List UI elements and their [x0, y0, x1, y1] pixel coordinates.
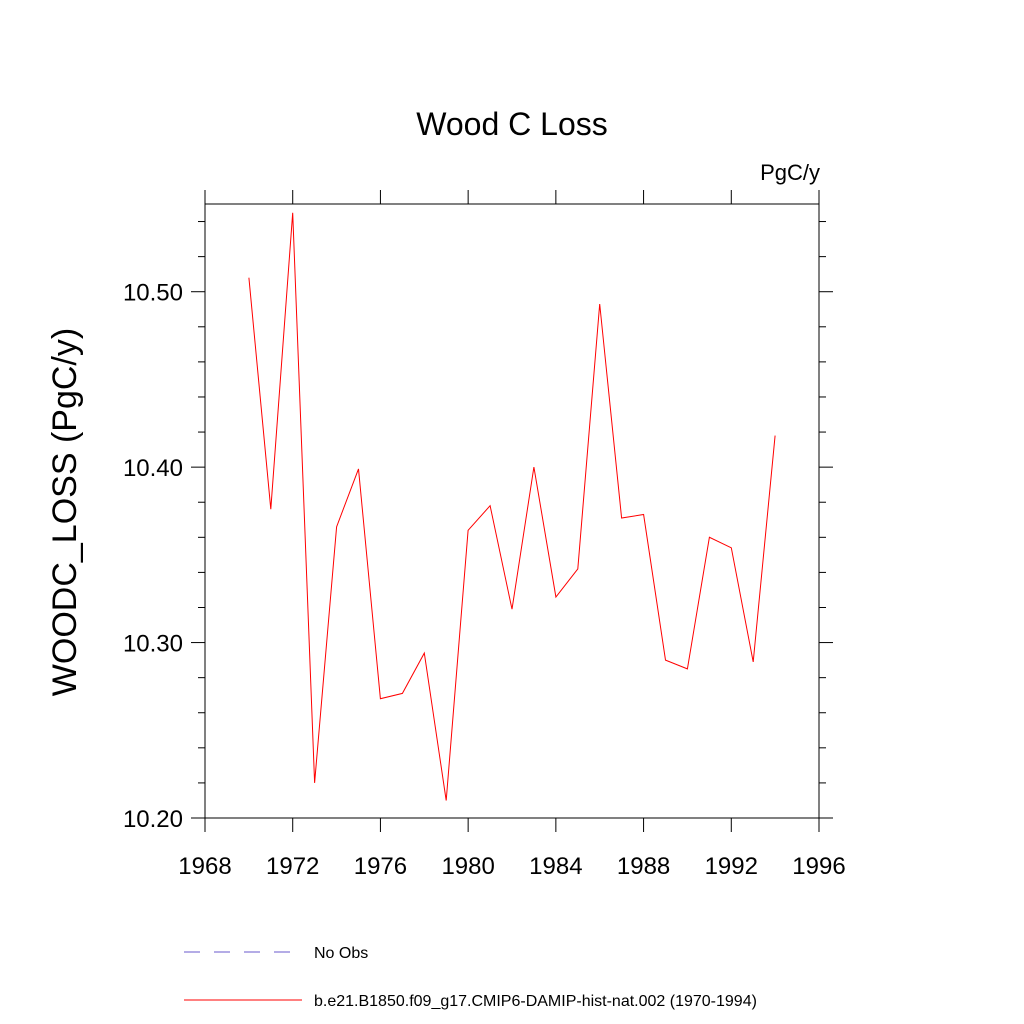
y-tick-label: 10.40: [123, 455, 183, 482]
x-tick-label: 1976: [354, 853, 407, 880]
units-label: PgC/y: [760, 160, 820, 185]
y-tick-label: 10.20: [123, 806, 183, 833]
x-tick-label: 1992: [705, 853, 758, 880]
x-tick-label: 1996: [792, 853, 845, 880]
x-tick-label: 1980: [441, 853, 494, 880]
legend-label: b.e21.B1850.f09_g17.CMIP6-DAMIP-hist-nat…: [314, 993, 757, 1010]
legend: No Obs b.e21.B1850.f09_g17.CMIP6-DAMIP-hi…: [184, 945, 757, 1010]
series-layer: [248, 212, 776, 801]
chart-title: Wood C Loss: [416, 106, 608, 142]
tick-labels: 1968 1972 1976 1980 1984 1988 1992 1996 10.20 10.…: [123, 280, 846, 880]
plot-frame: [204, 203, 820, 819]
x-tick-label: 1972: [266, 853, 319, 880]
legend-label: No Obs: [314, 945, 368, 962]
x-tick-label: 1988: [617, 853, 670, 880]
axis-ticks: [191, 190, 833, 832]
x-tick-label: 1968: [178, 853, 231, 880]
x-tick-label: 1984: [529, 853, 582, 880]
y-axis-title: WOODC_LOSS (PgC/y): [46, 328, 84, 696]
y-tick-label: 10.50: [123, 280, 183, 307]
series-line: [248, 212, 776, 801]
y-tick-label: 10.30: [123, 631, 183, 658]
